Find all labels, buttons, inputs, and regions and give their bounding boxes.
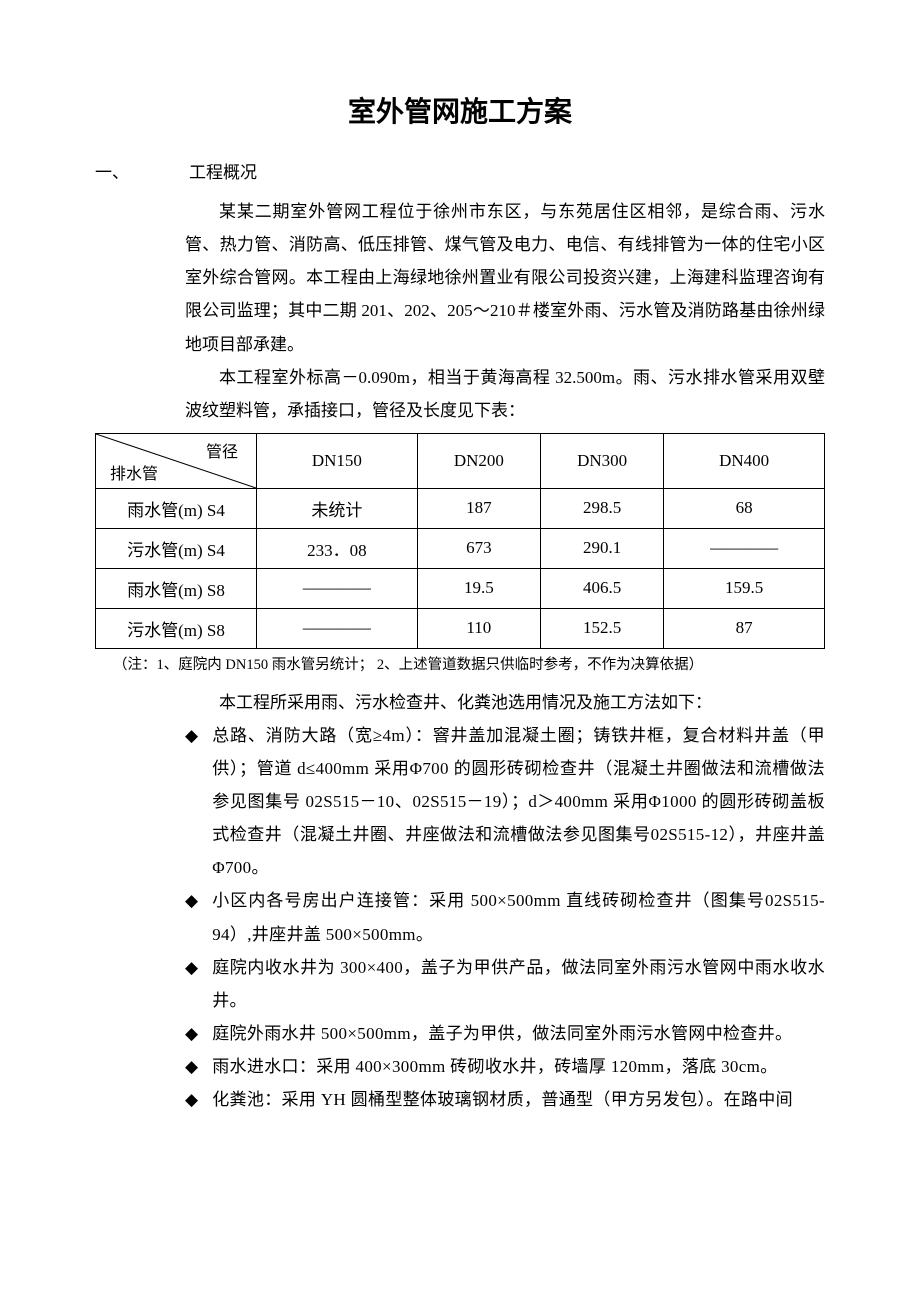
row-label: 雨水管(m) S4 (96, 488, 257, 528)
cell: 406.5 (540, 568, 663, 608)
table-header-row: 管径 排水管 DN150 DN200 DN300 DN400 (96, 433, 825, 488)
list-text: 庭院外雨水井 500×500mm，盖子为甲供，做法同室外雨污水管网中检查井。 (212, 1024, 792, 1043)
intro-paragraph-1: 某某二期室外管网工程位于徐州市东区，与东苑居住区相邻，是综合雨、污水管、热力管、… (185, 195, 825, 361)
diamond-icon: ◆ (185, 719, 198, 752)
table-row: 污水管(m) S8 ———— 110 152.5 87 (96, 608, 825, 648)
diag-header-bottom: 排水管 (110, 460, 158, 484)
section-label: 工程概况 (189, 158, 257, 183)
diamond-icon: ◆ (185, 1083, 198, 1116)
pipe-table: 管径 排水管 DN150 DN200 DN300 DN400 雨水管(m) S4… (95, 433, 825, 649)
cell: 673 (417, 528, 540, 568)
list-item: ◆ 庭院内收水井为 300×400，盖子为甲供产品，做法同室外雨污水管网中雨水收水… (185, 951, 825, 1017)
method-intro: 本工程所采用雨、污水检查井、化粪池选用情况及施工方法如下： (185, 686, 825, 719)
list-text: 总路、消防大路（宽≥4m）：窨井盖加混凝土圈；铸铁井框，复合材料井盖（甲供）；管… (212, 726, 825, 878)
list-item: ◆ 庭院外雨水井 500×500mm，盖子为甲供，做法同室外雨污水管网中检查井。 (185, 1017, 825, 1050)
table-row: 雨水管(m) S4 未统计 187 298.5 68 (96, 488, 825, 528)
table-note: （注：1、庭院内 DN150 雨水管另统计； 2、上述管道数据只供临时参考，不作… (113, 653, 825, 678)
col-header: DN300 (540, 433, 663, 488)
table-row: 污水管(m) S4 233．08 673 290.1 ———— (96, 528, 825, 568)
row-label: 污水管(m) S8 (96, 608, 257, 648)
cell: 110 (417, 608, 540, 648)
cell: 152.5 (540, 608, 663, 648)
cell: 187 (417, 488, 540, 528)
section-heading: 一、 工程概况 (95, 158, 825, 183)
col-header: DN400 (664, 433, 825, 488)
cell: 68 (664, 488, 825, 528)
cell: 87 (664, 608, 825, 648)
row-label: 雨水管(m) S8 (96, 568, 257, 608)
list-item: ◆ 总路、消防大路（宽≥4m）：窨井盖加混凝土圈；铸铁井框，复合材料井盖（甲供）；… (185, 719, 825, 885)
cell: 未统计 (257, 488, 418, 528)
diag-header-top: 管径 (206, 438, 238, 462)
section-number: 一、 (95, 158, 185, 183)
list-item: ◆ 化粪池：采用 YH 圆桶型整体玻璃钢材质，普通型（甲方另发包）。在路中间 (185, 1083, 825, 1116)
bullet-list: ◆ 总路、消防大路（宽≥4m）：窨井盖加混凝土圈；铸铁井框，复合材料井盖（甲供）；… (185, 719, 825, 1117)
list-item: ◆ 雨水进水口：采用 400×300mm 砖砌收水井，砖墙厚 120mm，落底 3… (185, 1050, 825, 1083)
cell: ———— (257, 608, 418, 648)
cell: ———— (257, 568, 418, 608)
document-page: 室外管网施工方案 一、 工程概况 某某二期室外管网工程位于徐州市东区，与东苑居住… (0, 0, 920, 1302)
intro-paragraph-2: 本工程室外标高－0.090m，相当于黄海高程 32.500m。雨、污水排水管采用… (185, 361, 825, 427)
diamond-icon: ◆ (185, 951, 198, 984)
table-diagonal-header: 管径 排水管 (96, 433, 257, 488)
table-row: 雨水管(m) S8 ———— 19.5 406.5 159.5 (96, 568, 825, 608)
cell: 298.5 (540, 488, 663, 528)
cell: 159.5 (664, 568, 825, 608)
col-header: DN200 (417, 433, 540, 488)
list-text: 小区内各号房出户连接管：采用 500×500mm 直线砖砌检查井（图集号02S5… (212, 891, 825, 943)
list-text: 庭院内收水井为 300×400，盖子为甲供产品，做法同室外雨污水管网中雨水收水井… (212, 958, 825, 1010)
list-text: 化粪池：采用 YH 圆桶型整体玻璃钢材质，普通型（甲方另发包）。在路中间 (212, 1090, 793, 1109)
cell: 290.1 (540, 528, 663, 568)
list-item: ◆ 小区内各号房出户连接管：采用 500×500mm 直线砖砌检查井（图集号02S… (185, 884, 825, 950)
diamond-icon: ◆ (185, 1017, 198, 1050)
cell: 19.5 (417, 568, 540, 608)
cell: 233．08 (257, 528, 418, 568)
diamond-icon: ◆ (185, 1050, 198, 1083)
diamond-icon: ◆ (185, 884, 198, 917)
page-title: 室外管网施工方案 (95, 90, 825, 130)
cell: ———— (664, 528, 825, 568)
row-label: 污水管(m) S4 (96, 528, 257, 568)
col-header: DN150 (257, 433, 418, 488)
list-text: 雨水进水口：采用 400×300mm 砖砌收水井，砖墙厚 120mm，落底 30… (212, 1057, 777, 1076)
